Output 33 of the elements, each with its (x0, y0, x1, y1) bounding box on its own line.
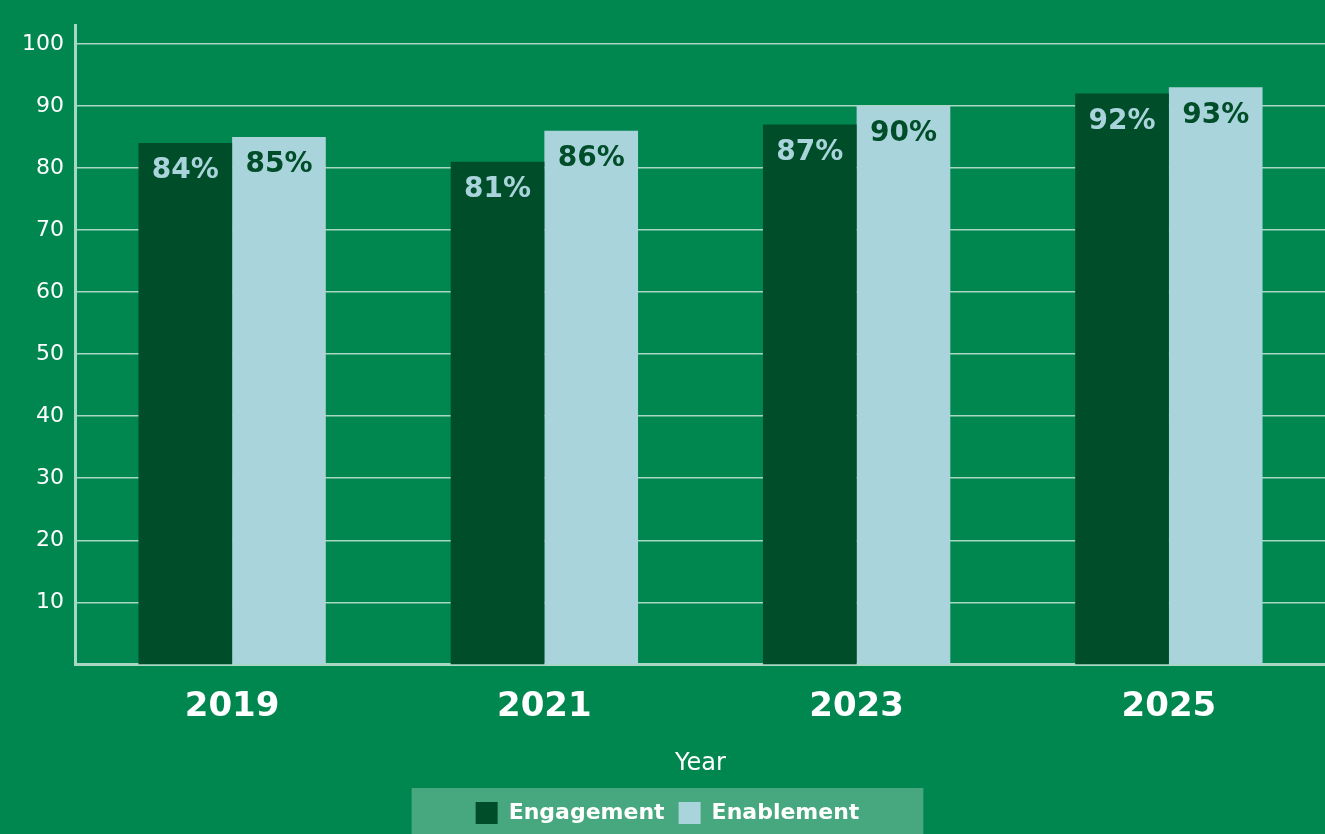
y-tick-label: 80 (35, 153, 64, 179)
data-label: 85% (245, 146, 313, 180)
data-label: 90% (869, 115, 937, 149)
data-label: 93% (1182, 96, 1250, 130)
bar (450, 161, 545, 665)
y-tick-label: 50 (35, 339, 64, 365)
y-tick-label: 20 (35, 526, 64, 551)
data-label: 81% (464, 171, 532, 205)
data-label: 87% (776, 133, 844, 167)
x-tick-label: 2019 (184, 683, 280, 724)
bar (138, 143, 233, 665)
x-tick-label: 2021 (497, 683, 592, 724)
bar (1168, 87, 1263, 665)
data-label: 92% (1088, 102, 1156, 136)
y-tick-label: 90 (35, 91, 64, 117)
data-label: 84% (151, 152, 219, 186)
y-tick-label: 70 (35, 215, 64, 241)
x-tick-label: 2023 (809, 683, 904, 724)
legend-label: Engagement (508, 798, 666, 824)
y-tick-label: 10 (35, 588, 64, 614)
y-tick-label: 30 (35, 463, 64, 489)
x-tick-label: 2025 (1121, 683, 1217, 724)
y-tick-label: 40 (35, 401, 64, 427)
y-tick-label: 100 (21, 29, 64, 55)
bar (762, 124, 857, 665)
bar (1075, 93, 1169, 665)
bar (856, 105, 951, 665)
x-axis-title: Year (674, 747, 727, 776)
legend-label: Enablement (711, 798, 860, 824)
data-label: 86% (557, 139, 625, 173)
bar (232, 136, 326, 665)
y-tick-label: 60 (35, 277, 64, 303)
bar (544, 130, 639, 665)
